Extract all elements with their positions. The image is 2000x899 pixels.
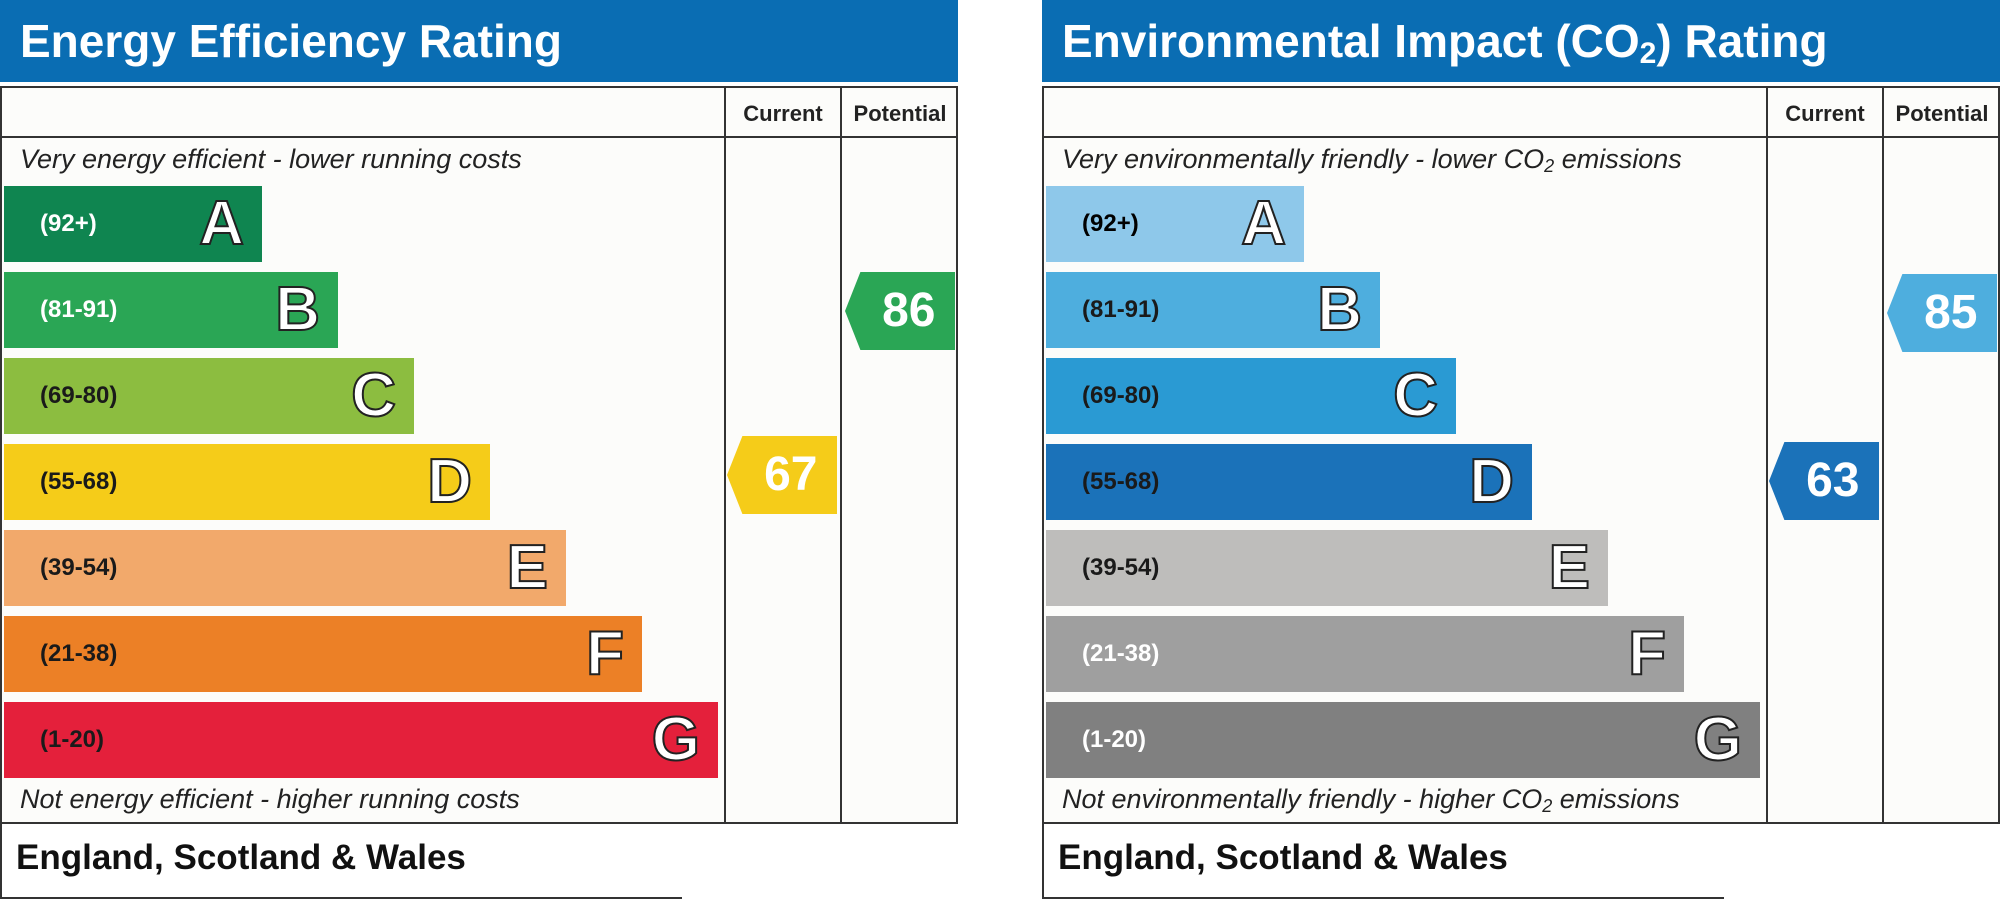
band-range-label: (39-54) [40, 554, 118, 581]
potential-column-label: Potential [1895, 101, 1989, 126]
top-description-main: Very environmentally friendly - lower CO [1062, 144, 1545, 174]
bottom-description-main: Not environmentally friendly - higher CO [1062, 784, 1543, 814]
header-divider [1044, 136, 1998, 138]
band-letter: E [506, 532, 549, 603]
band-range-label: (81-91) [40, 296, 118, 323]
current-column-divider [1766, 88, 1768, 822]
band-range-label: (1-20) [1082, 726, 1147, 753]
top-description: Very energy efficient - lower running co… [20, 144, 522, 174]
band-a: (92+) A [4, 186, 262, 262]
bottom-description: Not environmentally friendly - higher CO… [1062, 784, 1680, 815]
potential-rating-marker: 85 [1887, 274, 1997, 352]
top-description-end: emissions [1554, 144, 1682, 174]
band-e: (39-54) E [1046, 530, 1608, 606]
band-g: (1-20) G [4, 702, 718, 778]
chart-title: Environmental Impact (CO2) Rating [1042, 0, 2000, 82]
bottom-description-subscript: 2 [1542, 796, 1553, 816]
band-letter: G [1693, 704, 1743, 775]
region-footer-text: England, Scotland & Wales [16, 838, 466, 877]
band-range-label: (39-54) [1082, 554, 1160, 581]
top-description-subscript: 2 [1544, 156, 1555, 176]
bottom-description-end: emissions [1552, 784, 1680, 814]
region-footer-text: England, Scotland & Wales [1058, 838, 1508, 877]
band-range-label: (55-68) [1082, 468, 1160, 495]
current-column-label: Current [743, 101, 823, 126]
potential-rating-value: 86 [882, 284, 936, 337]
potential-rating-marker: 86 [845, 272, 955, 350]
potential-column-label: Potential [853, 101, 947, 126]
band-range-label: (55-68) [40, 468, 118, 495]
band-a: (92+) A [1046, 186, 1304, 262]
band-letter: C [350, 360, 397, 431]
band-letter: D [426, 446, 473, 517]
band-letter: G [651, 704, 701, 775]
bottom-description: Not energy efficient - higher running co… [20, 784, 520, 814]
band-letter: D [1468, 446, 1515, 517]
band-d: (55-68) D [4, 444, 490, 520]
rating-frame: Current Potential Very energy efficient … [0, 86, 958, 824]
current-rating-marker: 67 [727, 436, 837, 514]
header-divider [2, 136, 956, 138]
band-letter: F [1627, 618, 1667, 689]
chart-title-subscript: 2 [1639, 37, 1657, 70]
region-footer: England, Scotland & Wales [1042, 824, 1724, 899]
current-rating-value: 63 [1806, 454, 1860, 507]
energy-efficiency-chart: Energy Efficiency Rating Current Potenti… [0, 0, 960, 899]
chart-title: Energy Efficiency Rating [0, 0, 958, 82]
environmental-impact-chart: Environmental Impact (CO2) Rating Curren… [1042, 0, 2000, 899]
chart-title-end: ) Rating [1656, 15, 1828, 67]
band-letter: A [198, 188, 245, 259]
band-letter: F [585, 618, 625, 689]
band-f: (21-38) F [1046, 616, 1684, 692]
band-range-label: (69-80) [40, 382, 118, 409]
band-range-label: (69-80) [1082, 382, 1160, 409]
band-letter: E [1548, 532, 1591, 603]
potential-rating-value: 85 [1924, 286, 1978, 339]
region-footer: England, Scotland & Wales [0, 824, 682, 899]
band-range-label: (92+) [40, 210, 97, 237]
band-range-label: (1-20) [40, 726, 105, 753]
potential-column-divider [840, 88, 842, 822]
current-column-label: Current [1785, 101, 1865, 126]
band-letter: B [1316, 274, 1363, 345]
rating-frame: Current Potential Very environmentally f… [1042, 86, 2000, 824]
chart-title-text: Energy Efficiency Rating [20, 15, 562, 67]
band-b: (81-91) B [1046, 272, 1380, 348]
band-range-label: (81-91) [1082, 296, 1160, 323]
band-b: (81-91) B [4, 272, 338, 348]
band-range-label: (21-38) [40, 640, 118, 667]
current-rating-value: 67 [764, 448, 818, 501]
band-letter: C [1392, 360, 1439, 431]
band-g: (1-20) G [1046, 702, 1760, 778]
band-letter: A [1240, 188, 1287, 259]
current-column-divider [724, 88, 726, 822]
band-c: (69-80) C [1046, 358, 1456, 434]
chart-title-main: Environmental Impact (CO [1062, 15, 1640, 67]
potential-column-divider [1882, 88, 1884, 822]
current-rating-marker: 63 [1769, 442, 1879, 520]
band-f: (21-38) F [4, 616, 642, 692]
top-description: Very environmentally friendly - lower CO… [1062, 144, 1682, 175]
band-range-label: (21-38) [1082, 640, 1160, 667]
band-d: (55-68) D [1046, 444, 1532, 520]
band-c: (69-80) C [4, 358, 414, 434]
band-e: (39-54) E [4, 530, 566, 606]
band-letter: B [274, 274, 321, 345]
band-range-label: (92+) [1082, 210, 1139, 237]
